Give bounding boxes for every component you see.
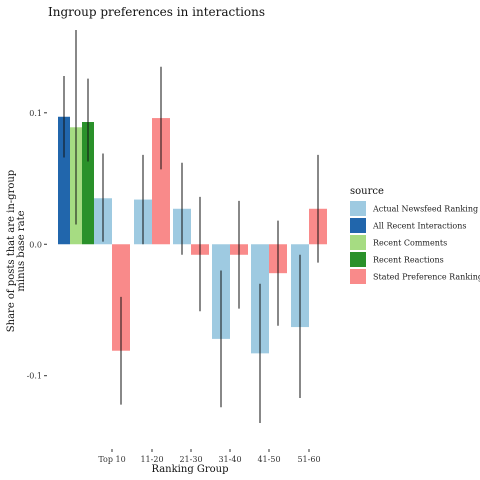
y-tick-label: 0.0 [29, 240, 42, 249]
x-tick-label: Top 10 [98, 455, 125, 464]
legend-label: Stated Preference Ranking [373, 273, 480, 282]
x-tick-label: 21-30 [179, 455, 202, 464]
bar-all-recent-interactions [58, 116, 70, 245]
y-tick-label: 0.1 [29, 109, 42, 118]
legend-label: Recent Comments [373, 239, 447, 248]
x-tick-label: 41-50 [257, 455, 280, 464]
legend-swatch [350, 235, 366, 250]
legend-swatch [350, 252, 366, 267]
chart-title: Ingroup preferences in interactions [48, 5, 265, 19]
y-axis-title-line-2: minus base rate [16, 210, 27, 291]
legend-label: Recent Reactions [373, 256, 444, 265]
legend-label: Actual Newsfeed Ranking [372, 205, 478, 214]
x-axis-title: Ranking Group [151, 464, 228, 475]
plot-area: -0.1 0.0 0.1 Top 10 11-20 21-30 31-40 41-50 51-6… [27, 30, 327, 464]
bar-stated-preference-ranking [152, 118, 170, 245]
legend-swatch [350, 269, 366, 284]
legend-swatch [350, 201, 366, 216]
legend: source Actual Newsfeed Ranking All Recent… [350, 186, 480, 284]
x-tick-label: 31-40 [218, 455, 241, 464]
y-axis-title: Share of posts that are in-group minus b… [6, 170, 27, 332]
legend-title: source [350, 186, 384, 197]
x-tick-label: 11-20 [140, 455, 163, 464]
x-tick-label: 51-60 [297, 455, 320, 464]
bar-recent-reactions [82, 122, 94, 245]
legend-label: All Recent Interactions [372, 222, 467, 231]
y-tick-label: -0.1 [27, 372, 42, 381]
legend-swatch [350, 218, 366, 233]
y-axis-title-line-1: Share of posts that are in-group [6, 170, 17, 332]
